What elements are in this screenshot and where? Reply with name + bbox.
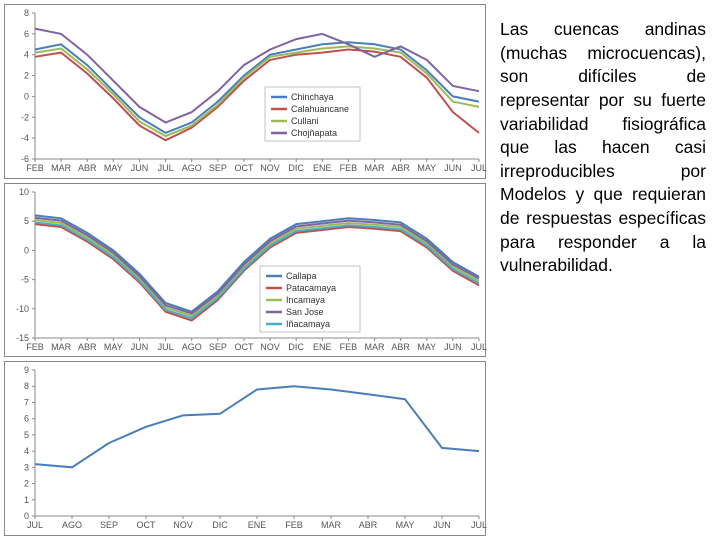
svg-text:JUN: JUN (444, 342, 462, 352)
svg-text:6: 6 (24, 414, 29, 424)
svg-text:4: 4 (24, 50, 29, 60)
svg-text:MAR: MAR (51, 163, 72, 173)
svg-text:MAY: MAY (417, 342, 436, 352)
svg-text:8: 8 (24, 8, 29, 18)
svg-text:Chinchaya: Chinchaya (291, 92, 334, 102)
svg-text:10: 10 (19, 187, 29, 197)
chart3-svg: 0123456789JULAGOSEPOCTNOVDICENEFEBMARABR… (5, 362, 487, 534)
svg-text:MAR: MAR (365, 342, 386, 352)
svg-text:ENE: ENE (313, 163, 332, 173)
svg-text:OCT: OCT (234, 342, 254, 352)
svg-text:ABR: ABR (78, 163, 97, 173)
svg-text:Patacamaya: Patacamaya (286, 283, 336, 293)
svg-text:2: 2 (24, 479, 29, 489)
svg-text:MAR: MAR (51, 342, 72, 352)
svg-text:Callapa: Callapa (286, 271, 317, 281)
svg-text:DIC: DIC (212, 520, 228, 530)
svg-text:AGO: AGO (182, 163, 202, 173)
svg-text:OCT: OCT (137, 520, 157, 530)
svg-text:DIC: DIC (288, 342, 304, 352)
chart-panel-1: -6-4-202468FEBMARABRMAYJUNJULAGOSEPOCTNO… (4, 4, 486, 179)
svg-text:JUN: JUN (131, 342, 149, 352)
svg-text:MAY: MAY (104, 342, 123, 352)
svg-text:JUL: JUL (471, 163, 487, 173)
svg-text:Cullani: Cullani (291, 116, 319, 126)
svg-text:3: 3 (24, 463, 29, 473)
svg-text:-2: -2 (21, 112, 29, 122)
svg-text:9: 9 (24, 365, 29, 375)
svg-text:7: 7 (24, 398, 29, 408)
chart-panel-2: -15-10-50510FEBMARABRMAYJUNJULAGOSEPOCTN… (4, 183, 486, 358)
svg-text:FEB: FEB (26, 163, 44, 173)
svg-text:1: 1 (24, 495, 29, 505)
svg-text:MAY: MAY (104, 163, 123, 173)
svg-text:SEP: SEP (209, 342, 227, 352)
svg-text:NOV: NOV (173, 520, 193, 530)
svg-text:Chojñapata: Chojñapata (291, 128, 337, 138)
svg-text:SEP: SEP (100, 520, 118, 530)
svg-text:SEP: SEP (209, 163, 227, 173)
svg-text:2: 2 (24, 71, 29, 81)
svg-text:ABR: ABR (359, 520, 378, 530)
svg-text:JUN: JUN (433, 520, 451, 530)
svg-text:5: 5 (24, 430, 29, 440)
svg-text:0: 0 (24, 91, 29, 101)
svg-text:AGO: AGO (62, 520, 82, 530)
svg-text:NOV: NOV (260, 163, 280, 173)
svg-text:MAR: MAR (365, 163, 386, 173)
chart-panel-3: 0123456789JULAGOSEPOCTNOVDICENEFEBMARABR… (4, 361, 486, 536)
svg-text:ENE: ENE (248, 520, 267, 530)
svg-text:-5: -5 (21, 274, 29, 284)
svg-text:NOV: NOV (260, 342, 280, 352)
svg-text:FEB: FEB (340, 163, 358, 173)
svg-text:5: 5 (24, 216, 29, 226)
svg-text:MAR: MAR (321, 520, 342, 530)
svg-text:-4: -4 (21, 133, 29, 143)
svg-text:Incamaya: Incamaya (286, 295, 325, 305)
svg-text:Calahuancane: Calahuancane (291, 104, 349, 114)
svg-text:FEB: FEB (340, 342, 358, 352)
svg-text:-10: -10 (16, 303, 29, 313)
svg-text:JUN: JUN (131, 163, 149, 173)
description-column: Las cuencas andinas (muchas microcuencas… (490, 0, 720, 540)
svg-text:JUL: JUL (27, 520, 43, 530)
svg-text:JUL: JUL (471, 342, 487, 352)
svg-text:JUL: JUL (158, 163, 174, 173)
chart1-svg: -6-4-202468FEBMARABRMAYJUNJULAGOSEPOCTNO… (5, 5, 487, 177)
svg-text:JUN: JUN (444, 163, 462, 173)
svg-text:ENE: ENE (313, 342, 332, 352)
description-text: Las cuencas andinas (muchas microcuencas… (500, 18, 706, 278)
svg-text:FEB: FEB (26, 342, 44, 352)
charts-column: -6-4-202468FEBMARABRMAYJUNJULAGOSEPOCTNO… (0, 0, 490, 540)
svg-text:0: 0 (24, 245, 29, 255)
svg-text:8: 8 (24, 382, 29, 392)
svg-text:San Jose: San Jose (286, 307, 324, 317)
svg-text:DIC: DIC (288, 163, 304, 173)
svg-text:JUL: JUL (158, 342, 174, 352)
svg-text:JUL: JUL (471, 520, 487, 530)
svg-text:AGO: AGO (182, 342, 202, 352)
svg-text:OCT: OCT (234, 163, 254, 173)
svg-text:ABR: ABR (391, 342, 410, 352)
svg-text:ABR: ABR (391, 163, 410, 173)
svg-text:FEB: FEB (285, 520, 303, 530)
svg-text:4: 4 (24, 446, 29, 456)
svg-text:Iñacamaya: Iñacamaya (286, 319, 330, 329)
svg-text:MAY: MAY (396, 520, 415, 530)
svg-text:ABR: ABR (78, 342, 97, 352)
svg-text:6: 6 (24, 29, 29, 39)
chart2-svg: -15-10-50510FEBMARABRMAYJUNJULAGOSEPOCTN… (5, 184, 487, 356)
svg-text:MAY: MAY (417, 163, 436, 173)
